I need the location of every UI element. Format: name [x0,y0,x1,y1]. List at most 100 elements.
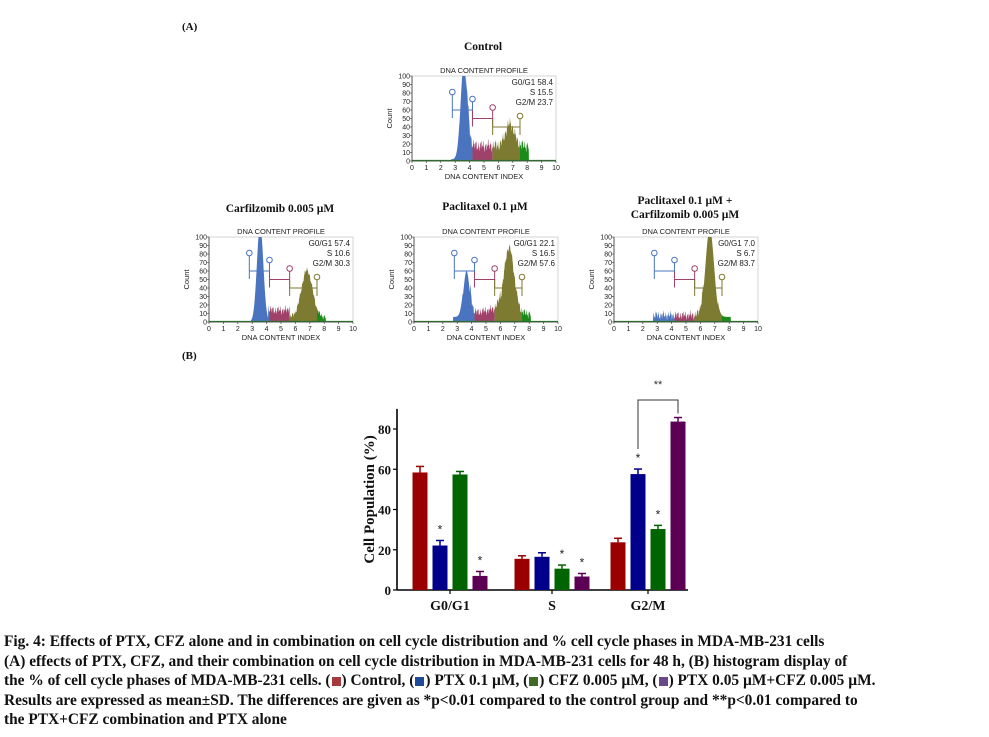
x-tick-label: 5 [279,326,283,333]
significance-bracket [637,399,679,450]
y-axis-label: Cell Population (%) [362,435,378,563]
y-tick-label: 0 [385,583,392,598]
histogram-profile-title: DNA CONTENT PROFILE [237,227,325,236]
histogram-ptx: DNA CONTENT PROFILE010203040506070809010… [387,227,562,340]
caption-text: ) PTX 0.1 µM, ( [425,672,529,690]
x-tick-label: 5 [482,165,486,172]
panel-label-a: (A) [182,21,198,33]
x-tick-label: 5 [484,326,488,333]
histogram-area-tail [722,315,733,322]
y-tick-label: 60 [404,269,412,276]
y-tick-label: 0 [608,320,612,327]
x-tick-label: 9 [542,326,546,333]
histogram-control: DNA CONTENT PROFILE010203040506070809010… [385,66,560,181]
x-tick-label: 6 [293,326,297,333]
x-tick-label: 7 [513,326,517,333]
caption-line-5: the PTX+CFZ combination and PTX alone [4,711,287,729]
y-tick-label: 100 [400,235,412,242]
x-axis-label: DNA CONTENT INDEX [445,172,524,181]
gate-handle-start [449,88,456,96]
histogram-area-tail [522,308,533,322]
phase-stat: G0/G1 58.4 [512,78,554,87]
bar-G2/M-1 [630,474,646,590]
histogram-area-g2 [492,117,520,161]
caption-line-3: the % of cell cycle phases of MDA-MB-231… [4,671,984,691]
gate-handle-g2 [313,273,321,281]
x-tick-label: 6 [698,326,702,333]
x-tick-label: 8 [727,326,731,333]
x-tick-label: 0 [410,165,414,172]
gate-handle-g2 [518,273,526,281]
histogram-combo: DNA CONTENT PROFILE010203040506070809010… [587,227,762,340]
x-tick-label: 1 [424,165,428,172]
bar-S-3 [574,576,590,590]
histogram-area-s [474,304,495,322]
y-tick-label: 30 [404,294,412,301]
y-tick-label: 80 [404,252,412,259]
histogram-area-g2 [694,237,722,322]
x-tick-label: 4 [468,165,472,172]
y-tick-label: 20 [378,543,391,558]
x-tick-label: 0 [412,326,416,333]
significance-marker: * [636,451,641,465]
phase-stat: G0/G1 57.4 [309,239,351,248]
y-tick-label: 40 [378,503,391,518]
gate-handle-g1 [671,256,678,264]
histogram-area-s [472,138,493,161]
gate-handle-g1 [469,95,476,103]
y-tick-label: 100 [195,235,207,242]
histogram-area-tail [520,139,531,161]
y-tick-label: 90 [404,243,412,250]
x-tick-label: 9 [337,326,341,333]
y-tick-label: 60 [604,269,612,276]
y-tick-label: 50 [404,277,412,284]
x-tick-label: 8 [525,165,529,172]
histogram-area-tail [317,306,328,322]
bar-G0/G1-2 [452,474,468,590]
x-axis-label: DNA CONTENT INDEX [447,333,526,340]
gate-handle-start [451,249,458,257]
histogram-profile-title: DNA CONTENT PROFILE [442,227,530,236]
y-tick-label: 20 [402,142,410,149]
bar-S-2 [554,568,570,590]
phase-stat: G2/M 57.6 [518,259,556,268]
y-axis-label: Count [182,269,191,290]
gate-handle-start [246,249,253,257]
x-tick-label: 7 [713,326,717,333]
x-tick-label: 4 [265,326,269,333]
y-axis-label: Count [385,108,394,129]
y-tick-label: 70 [402,99,410,106]
y-tick-label: 20 [199,303,207,310]
gate-handle-g1 [266,256,273,264]
legend-swatch-cfz [529,677,539,687]
y-tick-label: 40 [199,286,207,293]
x-tick-label: 10 [552,165,560,172]
y-tick-label: 70 [604,260,612,267]
caption-text: ) Control, ( [341,672,415,690]
y-tick-label: 40 [402,125,410,132]
y-tick-label: 10 [404,311,412,318]
histogram-area-g2 [289,267,317,322]
gate-handle-s [286,265,293,272]
bar-G0/G1-3 [472,575,488,590]
histogram-title-combo-line2: Carfilzomib 0.005 µM [630,209,740,221]
caption-text: ) PTX 0.05 µM+CFZ 0.005 µM. [668,672,876,690]
y-tick-label: 80 [402,91,410,98]
y-tick-label: 80 [378,422,391,437]
y-tick-label: 60 [402,108,410,115]
x-tick-label: 4 [470,326,474,333]
x-tick-label: S [548,599,556,614]
caption-line-4: Results are expressed as mean±SD. The di… [4,691,858,709]
y-tick-label: 20 [604,303,612,310]
gate-handle-g2 [516,112,524,120]
histogram-area-g2 [494,243,522,322]
histogram-area-g1 [247,237,270,322]
phase-stat: S 10.6 [327,249,351,258]
bar-G0/G1-0 [412,472,428,590]
x-tick-label: 5 [684,326,688,333]
histogram-area-g1 [450,76,473,161]
x-tick-label: 3 [250,326,254,333]
y-tick-label: 0 [408,320,412,327]
gate-handle-g1 [471,256,478,264]
